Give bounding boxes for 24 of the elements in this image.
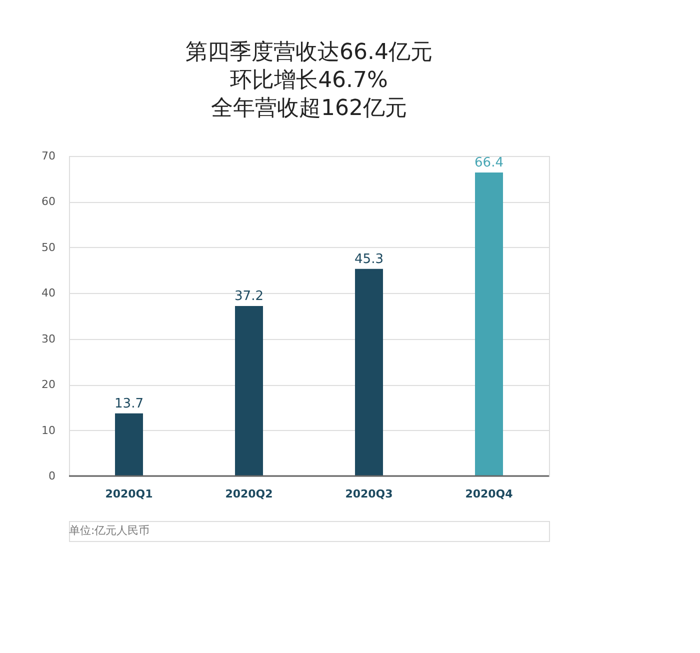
- text: 单位:亿元人民币: [69, 524, 150, 537]
- text: 全年营收超162亿元: [211, 96, 407, 121]
- y-tick-label: 0: [48, 470, 56, 482]
- y-tick-label: 30: [42, 332, 56, 346]
- x-tick-label: 2020Q1: [105, 488, 153, 500]
- data-label: 66.4: [474, 155, 504, 170]
- data-label: 45.3: [354, 252, 384, 267]
- text: 第四季度营收达66.4亿元: [186, 40, 432, 65]
- x-tick-label: 2020Q2: [225, 488, 273, 500]
- bar: [115, 413, 143, 476]
- y-tick-label: 40: [42, 286, 56, 300]
- y-tick-label: 60: [42, 195, 56, 208]
- y-tick-label: 70: [42, 150, 56, 162]
- text: 环比增长46.7%: [230, 68, 388, 93]
- bar: [355, 268, 383, 476]
- bar: [235, 306, 263, 476]
- bar: [475, 172, 503, 476]
- y-tick-label: 10: [42, 424, 56, 437]
- data-label: 37.2: [234, 288, 264, 304]
- y-tick-label: 20: [42, 378, 56, 392]
- x-tick-label: 2020Q3: [345, 488, 393, 500]
- x-tick-label: 2020Q4: [465, 488, 514, 500]
- y-tick-label: 50: [42, 240, 56, 254]
- data-label: 13.7: [114, 396, 144, 412]
